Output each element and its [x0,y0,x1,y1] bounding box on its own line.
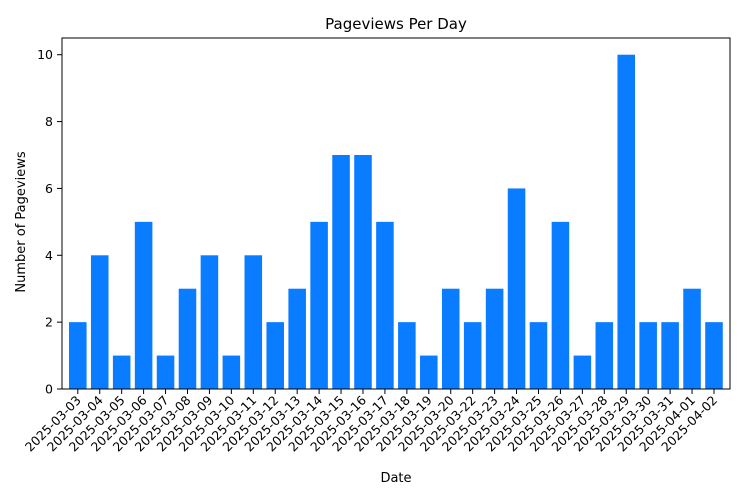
bar-2025-03-04 [90,255,109,389]
chart-title: Pageviews Per Day [325,15,467,33]
y-tick-label: 0 [45,382,53,397]
bar-2025-03-27 [573,355,592,389]
bar-2025-03-24 [507,188,526,389]
y-axis: 0 2 4 6 8 10 [37,47,62,397]
bar-2025-03-25 [529,322,548,389]
bar-2025-03-03 [69,322,87,389]
plot-frame [61,37,731,390]
bar-2025-03-09 [200,255,219,389]
bar-2025-03-13 [288,288,306,389]
bar-2025-03-31 [661,322,679,389]
y-tick-label: 4 [45,248,53,263]
bar-2025-03-16 [354,155,372,389]
bar-2025-03-17 [376,221,394,389]
bar-2025-03-08 [178,288,197,389]
y-tick-label: 2 [45,315,53,330]
bar-2025-04-02 [705,322,723,389]
bar-2025-03-11 [244,255,263,389]
bar-2025-03-28 [595,322,614,389]
bar-2025-03-30 [639,322,657,389]
bar-2025-03-29 [617,54,636,390]
bar-2025-03-06 [134,221,153,389]
bar-2025-03-18 [398,322,416,389]
x-axis-label: Date [380,471,411,486]
bar-2025-03-05 [112,355,131,389]
bars-group [69,54,723,390]
bar-2025-03-07 [156,355,175,389]
bar-2025-03-12 [266,322,285,389]
y-axis-label: Number of Pageviews [14,151,29,292]
bar-2025-04-01 [683,288,701,389]
bar-2025-03-10 [222,355,241,389]
y-tick-label: 10 [37,47,53,62]
y-tick-label: 8 [45,114,53,129]
y-tick-label: 6 [45,181,53,196]
bar-2025-03-26 [551,221,570,389]
bar-2025-03-20 [441,288,460,389]
bar-2025-03-15 [332,155,350,389]
bar-2025-03-23 [485,288,504,389]
x-axis: 2025-03-032025-03-042025-03-052025-03-06… [22,389,720,454]
bar-2025-03-22 [463,322,482,389]
bar-2025-03-19 [420,355,438,389]
bar-2025-03-14 [310,221,328,389]
